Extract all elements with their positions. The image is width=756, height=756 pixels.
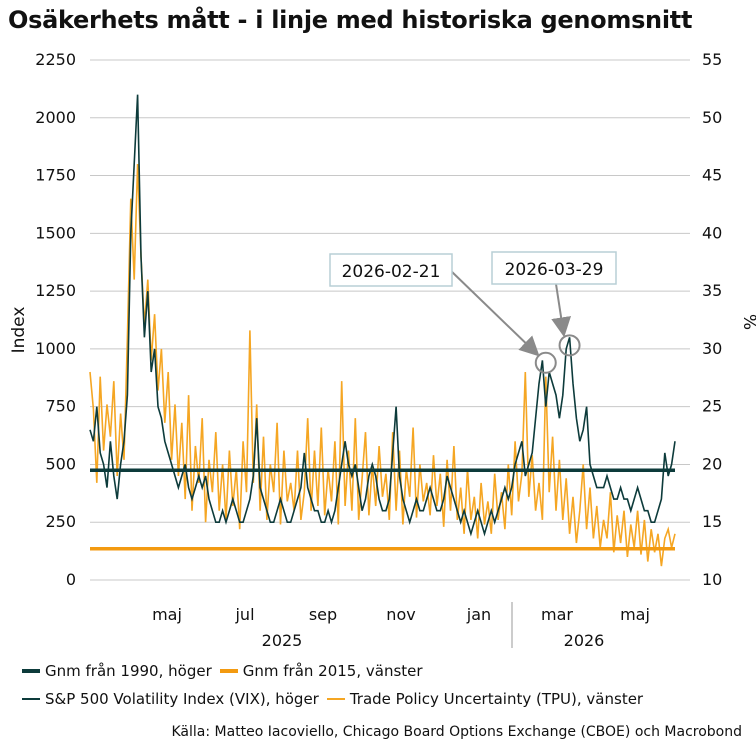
legend-item-avg1990: Gnm från 1990, höger xyxy=(22,662,212,680)
right-tick-label: 30 xyxy=(702,339,722,358)
right-tick-label: 15 xyxy=(702,512,722,531)
legend-item-avg2015: Gnm från 2015, vänster xyxy=(219,662,423,680)
x-tick-label: nov xyxy=(386,605,415,624)
right-axis-label: % xyxy=(739,314,756,330)
right-axis-ticks: 10 15 20 25 30 35 40 45 50 55 xyxy=(702,50,722,589)
left-tick-label: 2000 xyxy=(35,108,76,127)
legend-item-tpu: Trade Policy Uncertainty (TPU), vänster xyxy=(326,690,644,708)
right-tick-label: 45 xyxy=(702,166,722,185)
left-axis-label: Index xyxy=(9,307,29,354)
right-tick-label: 40 xyxy=(702,223,722,242)
chart-title: Osäkerhets mått - i linje med historiska… xyxy=(8,6,693,34)
legend-label-tpu: Trade Policy Uncertainty (TPU), vänster xyxy=(349,690,644,708)
left-axis-ticks: 0 250 500 750 1000 1250 1500 1750 2000 2250 xyxy=(35,50,76,589)
annotation-arrow-2 xyxy=(551,283,572,338)
left-tick-label: 1250 xyxy=(35,281,76,300)
x-tick-label: sep xyxy=(309,605,337,624)
left-tick-label: 1750 xyxy=(35,166,76,185)
legend-swatch-avg2015 xyxy=(219,669,238,673)
legend-swatch-vix xyxy=(22,698,40,700)
annotation-label-1: 2026-02-21 xyxy=(342,262,441,282)
right-tick-label: 25 xyxy=(702,397,722,416)
legend-label-vix: S&P 500 Volatility Index (VIX), höger xyxy=(45,690,319,708)
x-year-label: 2025 xyxy=(262,631,303,650)
left-tick-label: 2250 xyxy=(35,50,76,69)
legend-row-2: S&P 500 Volatility Index (VIX), höger Tr… xyxy=(22,690,651,708)
right-tick-label: 20 xyxy=(702,454,722,473)
x-tick-label: jul xyxy=(234,605,254,624)
annotation-arrow-1 xyxy=(449,269,540,357)
chart-area: 0 250 500 750 1000 1250 1500 1750 2000 2250 10 15 2… xyxy=(9,50,756,650)
left-tick-label: 1500 xyxy=(35,223,76,242)
legend-item-vix: S&P 500 Volatility Index (VIX), höger xyxy=(22,690,319,708)
x-year-label: 2026 xyxy=(564,631,605,650)
x-tick-label: maj xyxy=(620,605,650,624)
left-tick-label: 750 xyxy=(45,397,76,416)
legend-swatch-tpu xyxy=(326,698,345,700)
annotation-marker-1 xyxy=(534,351,557,374)
x-tick-label: mar xyxy=(541,605,573,624)
annotation-box-1 xyxy=(329,253,453,287)
legend-label-avg1990: Gnm från 1990, höger xyxy=(45,662,212,680)
annotation-box-2 xyxy=(491,251,617,285)
right-tick-label: 50 xyxy=(702,108,722,127)
left-tick-label: 1000 xyxy=(35,339,76,358)
x-axis-ticks: maj jul sep nov jan mar maj 2025 2026 xyxy=(152,602,650,650)
left-tick-label: 0 xyxy=(66,570,76,589)
x-tick-label: jan xyxy=(466,605,491,624)
x-tick-label: maj xyxy=(152,605,182,624)
left-tick-label: 500 xyxy=(45,454,76,473)
right-tick-label: 35 xyxy=(702,281,722,300)
source-note: Källa: Matteo Iacoviello, Chicago Board … xyxy=(171,724,743,740)
series-lines xyxy=(89,94,676,567)
left-tick-label: 250 xyxy=(45,512,76,531)
right-tick-label: 10 xyxy=(702,570,722,589)
right-tick-label: 55 xyxy=(702,50,722,69)
legend-row-1: Gnm från 1990, höger Gnm från 2015, väns… xyxy=(22,662,431,680)
legend-swatch-avg1990 xyxy=(22,669,40,673)
annotations: 2026-02-21 2026-03-29 xyxy=(329,251,617,374)
series-tpu-line xyxy=(89,163,676,567)
legend-label-avg2015: Gnm från 2015, vänster xyxy=(242,662,423,680)
annotation-label-2: 2026-03-29 xyxy=(505,260,604,280)
series-vix-line xyxy=(89,94,676,537)
